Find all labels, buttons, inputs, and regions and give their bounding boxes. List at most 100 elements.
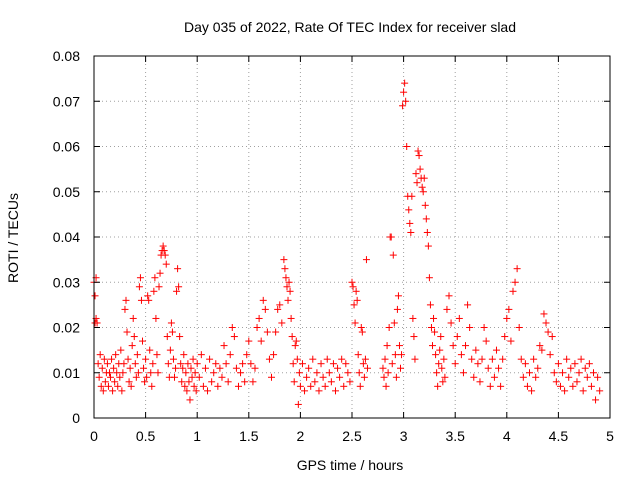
data-point: [384, 369, 392, 377]
data-point: [183, 387, 191, 395]
data-point: [290, 378, 298, 386]
data-point: [155, 283, 163, 291]
data-point: [181, 382, 189, 390]
data-points: [90, 79, 604, 408]
data-point: [127, 382, 135, 390]
x-tick-label: 0.5: [136, 428, 156, 444]
data-point: [587, 382, 595, 390]
data-point: [259, 296, 267, 304]
x-tick-label: 3.5: [445, 428, 465, 444]
data-point: [530, 355, 538, 363]
data-point: [567, 364, 575, 372]
data-point: [395, 342, 403, 350]
data-point: [178, 378, 186, 386]
y-tick-label: 0.04: [53, 229, 80, 245]
data-point: [101, 378, 109, 386]
y-tick-label: 0.08: [53, 48, 80, 64]
data-point: [265, 355, 273, 363]
data-point: [449, 342, 457, 350]
x-axis-ticks: 0 0.5 1 1.5 2 2.5 3 3.5 4 4.5 5: [90, 56, 614, 444]
data-point: [353, 296, 361, 304]
data-point: [156, 269, 164, 277]
data-point: [173, 287, 181, 295]
data-point: [436, 346, 444, 354]
data-point: [220, 342, 228, 350]
data-point: [241, 378, 249, 386]
data-point: [298, 360, 306, 368]
x-tick-label: 2: [297, 428, 305, 444]
data-point: [517, 355, 525, 363]
x-tick-label: 0: [90, 428, 98, 444]
data-point: [407, 228, 415, 236]
data-point: [301, 387, 309, 395]
data-point: [255, 314, 263, 322]
data-point: [292, 337, 300, 345]
data-point: [495, 364, 503, 372]
data-point: [492, 346, 500, 354]
data-point: [363, 364, 371, 372]
data-point: [329, 360, 337, 368]
data-point: [315, 387, 323, 395]
data-point: [390, 319, 398, 327]
data-point: [474, 360, 482, 368]
data-point: [186, 396, 194, 404]
data-point: [409, 314, 417, 322]
data-point: [585, 360, 593, 368]
data-point: [509, 287, 517, 295]
data-point: [501, 333, 509, 341]
data-point: [336, 373, 344, 381]
data-point: [536, 342, 544, 350]
data-point: [526, 369, 534, 377]
data-point: [441, 373, 449, 381]
data-point: [427, 324, 435, 331]
data-point: [167, 319, 175, 327]
data-point: [382, 382, 390, 390]
data-point: [161, 251, 169, 259]
x-tick-label: 3: [400, 428, 408, 444]
data-point: [136, 274, 144, 282]
data-point: [338, 355, 346, 363]
data-point: [398, 351, 406, 359]
data-point: [93, 319, 101, 327]
data-point: [577, 355, 585, 363]
y-tick-label: 0.01: [53, 365, 80, 381]
data-point: [412, 170, 420, 178]
data-point: [542, 319, 550, 327]
data-point: [192, 387, 200, 395]
data-point: [401, 79, 409, 87]
data-point: [540, 310, 548, 318]
data-point: [589, 369, 597, 377]
data-point: [488, 355, 496, 363]
data-point: [143, 373, 151, 381]
data-point: [131, 360, 139, 368]
data-point: [130, 333, 138, 341]
data-point: [433, 369, 441, 377]
data-point: [519, 373, 527, 381]
data-point: [243, 351, 251, 359]
data-point: [195, 373, 203, 381]
data-point: [201, 364, 209, 372]
data-point: [151, 274, 159, 282]
data-point: [432, 351, 440, 359]
data-point: [361, 355, 369, 363]
data-point: [550, 369, 558, 377]
data-point: [583, 373, 591, 381]
data-point: [274, 305, 282, 313]
data-point: [415, 152, 423, 160]
x-tick-label: 1.5: [239, 428, 259, 444]
data-point: [521, 360, 529, 368]
data-point: [126, 364, 134, 372]
data-point: [534, 364, 542, 372]
data-point: [216, 364, 224, 372]
x-tick-label: 2.5: [342, 428, 362, 444]
data-point: [355, 369, 363, 377]
data-point: [124, 355, 132, 363]
data-point: [331, 387, 339, 395]
data-point: [511, 278, 519, 286]
data-point: [109, 387, 117, 395]
data-point: [140, 364, 148, 372]
data-point: [270, 351, 278, 359]
data-point: [99, 387, 107, 395]
data-point: [305, 364, 313, 372]
y-axis-ticks: 0 0.01 0.02 0.03 0.04 0.05 0.06 0.07 0.08: [53, 48, 610, 426]
